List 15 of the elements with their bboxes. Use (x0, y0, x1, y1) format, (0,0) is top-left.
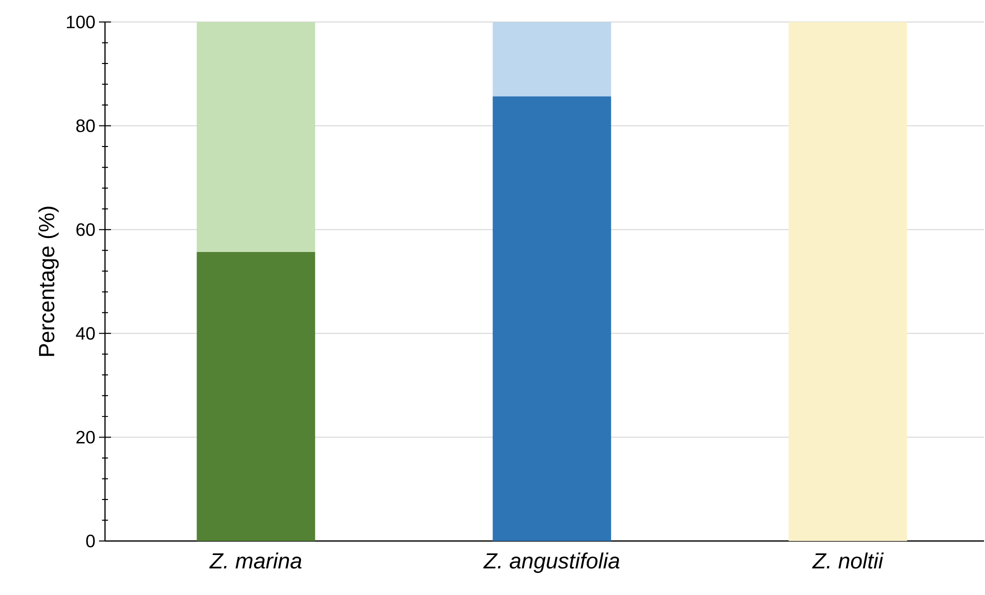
x-tick-label: Z. angustifolia (483, 552, 620, 573)
bar (196, 22, 316, 252)
bar (788, 22, 908, 541)
x-tick-label: Z. marina (209, 552, 302, 569)
y-tick-label: 40 (76, 327, 95, 340)
y-tick-label: 80 (76, 119, 95, 132)
bar (492, 96, 612, 541)
bar (196, 252, 316, 541)
bar (492, 22, 612, 96)
y-tick-label: 60 (76, 223, 95, 236)
y-axis-title: Percentage (%) (38, 206, 59, 356)
y-tick-label: 20 (76, 430, 95, 444)
y-tick-label: 0 (86, 534, 95, 548)
y-tick-label: 100 (66, 16, 95, 28)
x-tick-label: Z. noltii (812, 552, 884, 569)
